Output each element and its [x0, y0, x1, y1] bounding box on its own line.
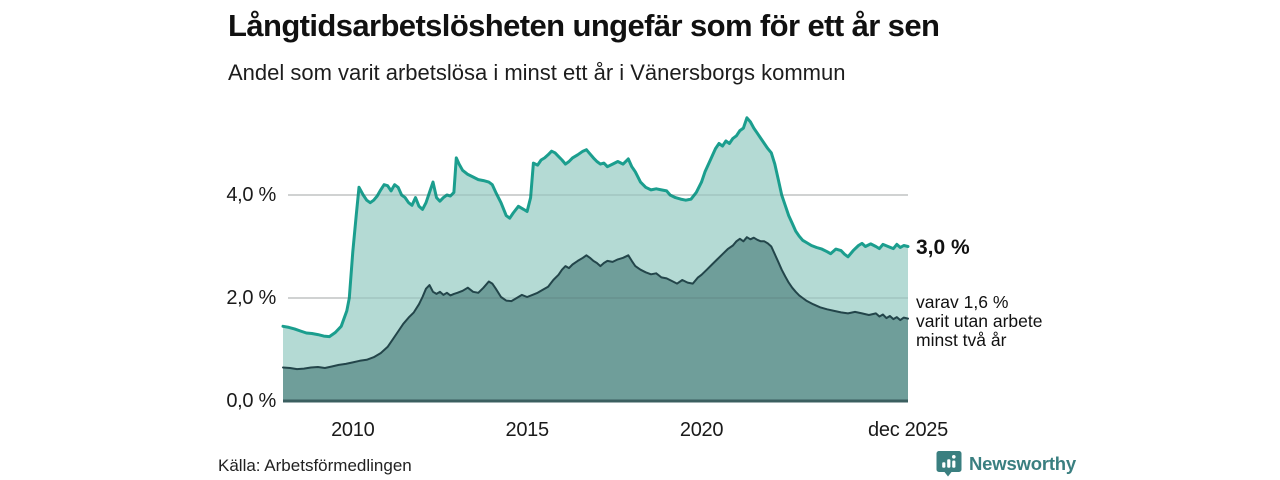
- end-note-line-2: varit utan arbete: [916, 311, 1043, 331]
- plot-area: [281, 100, 913, 410]
- end-note-line-3: minst två år: [916, 330, 1007, 350]
- x-tick-label: 2010: [331, 419, 375, 441]
- x-tick-label: dec 2025: [868, 419, 948, 441]
- newsworthy-icon: [936, 451, 962, 477]
- area-chart: [281, 116, 910, 403]
- x-tick-label: 2015: [505, 419, 549, 441]
- newsworthy-logo: Newsworthy: [936, 450, 1076, 477]
- y-tick-label: 4,0 %: [226, 184, 276, 206]
- line-minst-tva-ar: [282, 236, 909, 371]
- chart-subtitle: Andel som varit arbetslösa i minst ett å…: [228, 60, 846, 85]
- series-end-value-label: 3,0 %: [916, 236, 970, 259]
- page-title: Långtidsarbetslösheten ungefär som för e…: [228, 8, 940, 43]
- area-minst-tva-ar: [283, 237, 908, 401]
- line-minst-ett-ar: [281, 116, 910, 339]
- y-tick-label: 2,0 %: [226, 287, 276, 309]
- x-tick-label: 2020: [679, 419, 724, 441]
- series-end-note: varav 1,6 % varit utan arbete minst två …: [916, 293, 1042, 350]
- end-note-line-1: varav 1,6 %: [916, 292, 1009, 312]
- newsworthy-wordmark: Newsworthy: [969, 452, 1076, 474]
- source-text: Källa: Arbetsförmedlingen: [218, 456, 412, 475]
- y-tick-label: 0,0 %: [226, 390, 276, 412]
